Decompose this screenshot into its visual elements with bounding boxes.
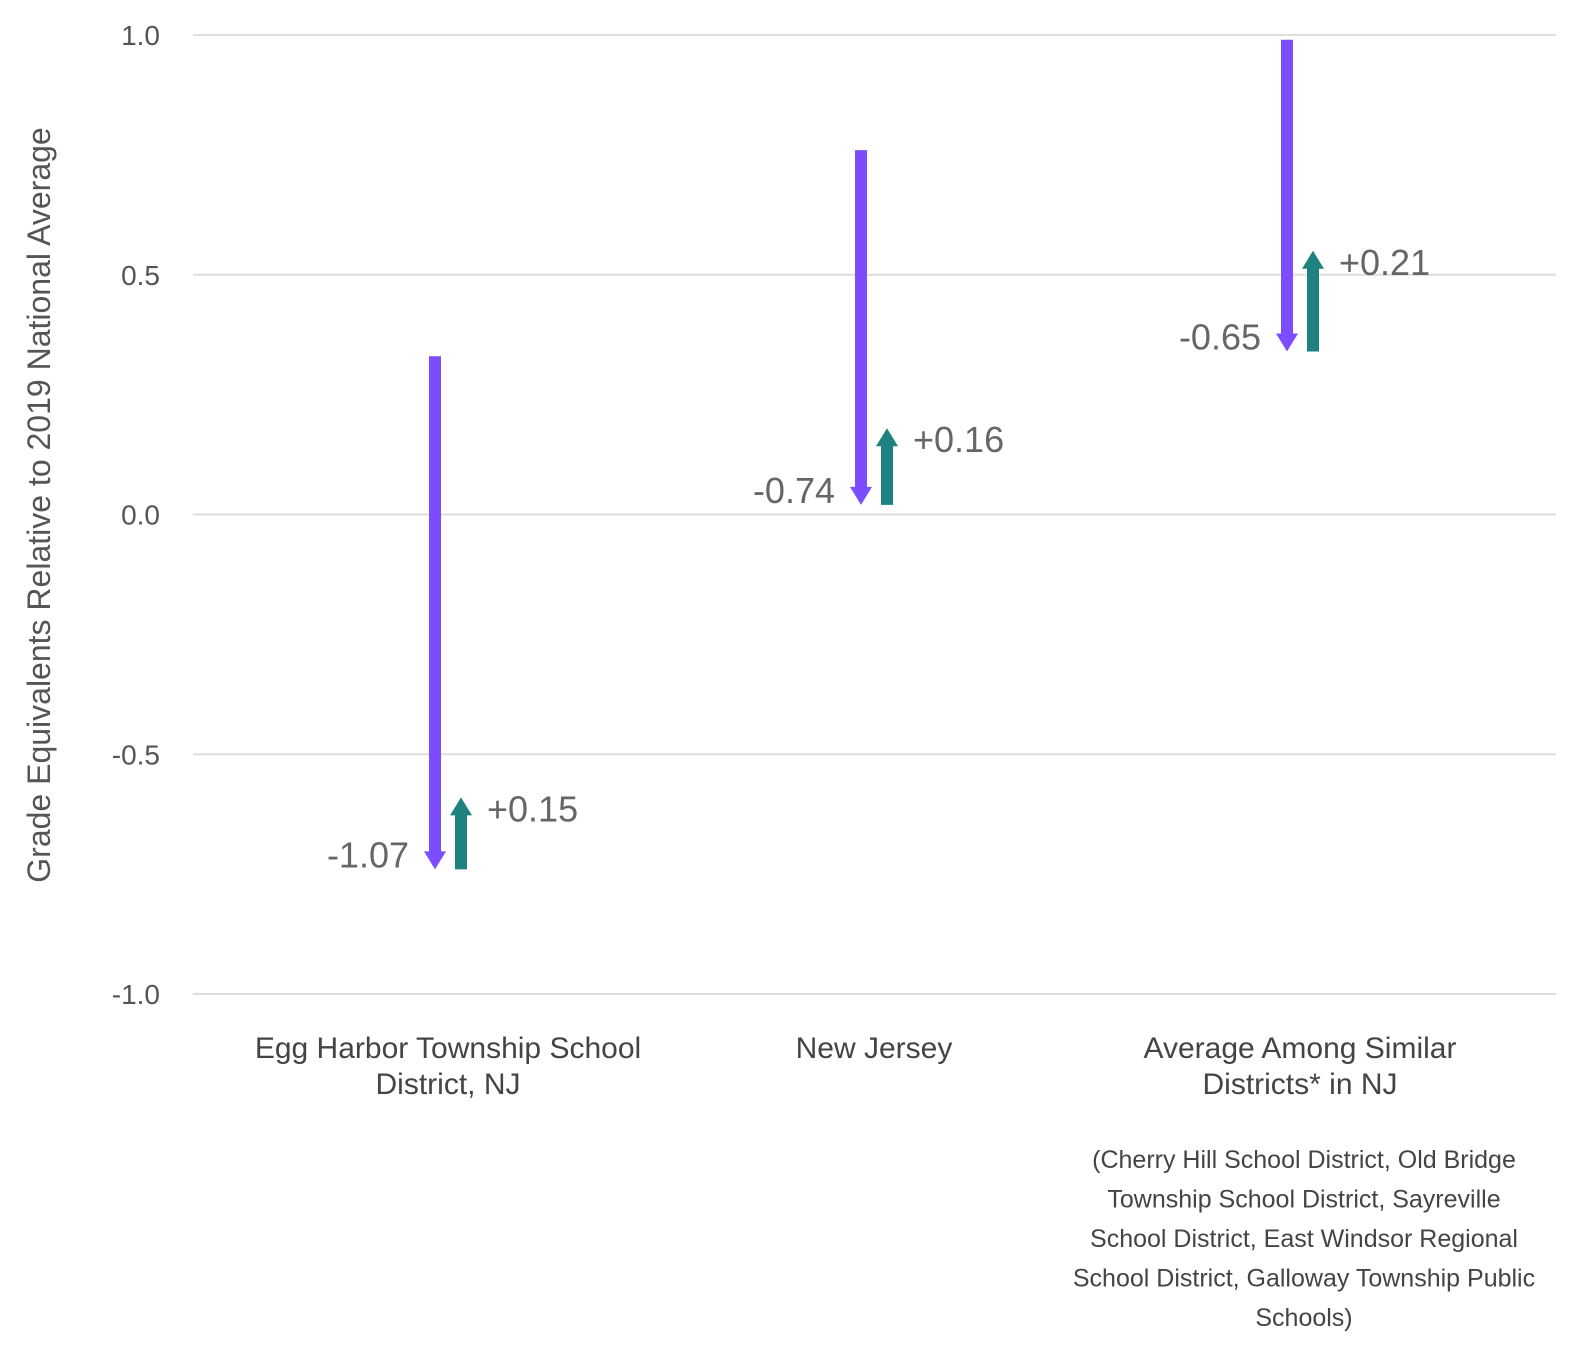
recovery-value-label: +0.21 <box>1339 242 1430 283</box>
decline-value-label: -0.74 <box>753 470 835 511</box>
y-tick-label: 1.0 <box>121 20 160 51</box>
x-category-label: District, NJ <box>376 1068 521 1101</box>
y-tick-label: 0.0 <box>121 500 160 531</box>
y-axis-label: Grade Equivalents Relative to 2019 Natio… <box>21 127 57 882</box>
category-footnote: School District, Galloway Township Publi… <box>1073 1265 1535 1293</box>
chart: 1.0 0.5 0.0 -0.5 -1.0 Grade Equivalents Rela… <box>21 20 1556 1332</box>
category-footnote: School District, East Windsor Regional <box>1090 1225 1518 1253</box>
category-footnote: Schools) <box>1255 1304 1352 1332</box>
recovery-value-label: +0.15 <box>487 788 578 829</box>
value-labels: -1.07 +0.15 -0.74 +0.16 -0.65 +0.21 <box>327 242 1430 876</box>
decline-arrow <box>1276 39 1298 352</box>
recovery-arrow <box>450 797 472 870</box>
gridlines <box>193 34 1556 995</box>
category-footnote: (Cherry Hill School District, Old Bridge <box>1092 1146 1516 1174</box>
y-axis-ticks: 1.0 0.5 0.0 -0.5 -1.0 <box>112 20 160 1010</box>
y-tick-label: -0.5 <box>112 739 160 770</box>
decline-value-label: -0.65 <box>1179 316 1261 357</box>
x-category-label: Districts* in NJ <box>1202 1068 1397 1101</box>
category-footnote: Township School District, Sayreville <box>1107 1186 1500 1214</box>
x-category-label: New Jersey <box>796 1032 953 1065</box>
y-tick-label: -1.0 <box>112 979 160 1010</box>
decline-value-label: -1.07 <box>327 834 409 875</box>
recovery-value-label: +0.16 <box>913 419 1004 460</box>
x-category-label: Egg Harbor Township School <box>255 1032 641 1065</box>
decline-arrow <box>850 150 872 505</box>
y-tick-label: 0.5 <box>121 260 160 291</box>
recovery-arrow <box>1302 250 1324 352</box>
x-category-label: Average Among Similar <box>1144 1032 1457 1065</box>
arrows <box>424 39 1324 870</box>
decline-arrow <box>424 356 446 870</box>
recovery-arrow <box>876 428 898 505</box>
